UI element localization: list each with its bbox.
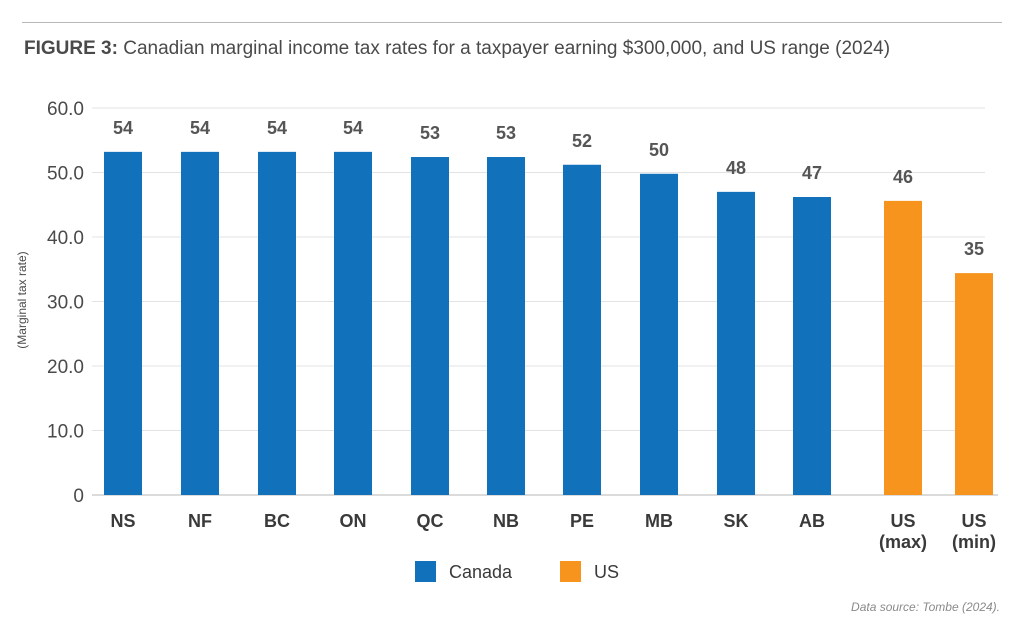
bar-bc — [258, 151, 296, 496]
y-tick-label: 60.0 — [47, 99, 84, 120]
x-tick-label: NB — [493, 511, 519, 531]
data-label: 48 — [726, 158, 746, 178]
bar-qc — [411, 157, 449, 495]
top-divider — [22, 22, 1002, 23]
x-tick-label: US — [961, 511, 986, 531]
x-tick-label: MB — [645, 511, 673, 531]
legend-label-canada: Canada — [449, 562, 513, 582]
data-label: 53 — [420, 123, 440, 143]
x-tick-label: SK — [723, 511, 748, 531]
y-tick-label: 20.0 — [47, 357, 84, 378]
bar-ns — [104, 151, 142, 496]
legend-label-us: US — [594, 562, 619, 582]
figure-title: FIGURE 3: Canadian marginal income tax r… — [24, 38, 890, 60]
x-tick-label: BC — [264, 511, 290, 531]
x-tick-label: (min) — [952, 532, 996, 552]
bar-nf — [181, 151, 219, 496]
figure-label: FIGURE 3: — [24, 38, 118, 59]
data-label: 54 — [113, 118, 133, 138]
data-label: 52 — [572, 131, 592, 151]
y-axis-label: (Marginal tax rate) — [15, 251, 29, 348]
y-tick-label: 40.0 — [47, 228, 84, 249]
data-label: 47 — [802, 163, 822, 183]
data-label: 54 — [190, 118, 210, 138]
x-tick-label: NF — [188, 511, 212, 531]
y-tick-label: 30.0 — [47, 293, 84, 314]
bar-nb — [487, 157, 525, 495]
x-tick-label: PE — [570, 511, 594, 531]
y-tick-label: 50.0 — [47, 164, 84, 185]
x-tick-label: NS — [110, 511, 135, 531]
figure-title-text: Canadian marginal income tax rates for a… — [123, 38, 891, 59]
data-label: 53 — [496, 123, 516, 143]
bar-pe — [563, 164, 601, 495]
data-label: 54 — [267, 118, 287, 138]
y-tick-label: 0 — [73, 486, 84, 507]
x-tick-label: US — [890, 511, 915, 531]
bar-ab — [793, 197, 831, 495]
data-label: 54 — [343, 118, 363, 138]
data-source: Data source: Tombe (2024). — [851, 600, 1000, 614]
data-label: 50 — [649, 140, 669, 160]
bar-us-max — [884, 200, 922, 495]
data-label: 46 — [893, 167, 913, 187]
bar-on — [334, 151, 372, 496]
bar-mb — [640, 173, 678, 496]
bar-sk — [717, 191, 755, 495]
legend-swatch-us — [560, 561, 581, 582]
x-tick-label: AB — [799, 511, 825, 531]
x-tick-label: ON — [340, 511, 367, 531]
y-tick-label: 10.0 — [47, 422, 84, 443]
x-tick-label: (max) — [879, 532, 927, 552]
bar-us-min — [955, 273, 993, 495]
legend-swatch-canada — [415, 561, 436, 582]
x-tick-label: QC — [417, 511, 444, 531]
data-label: 35 — [964, 239, 984, 259]
